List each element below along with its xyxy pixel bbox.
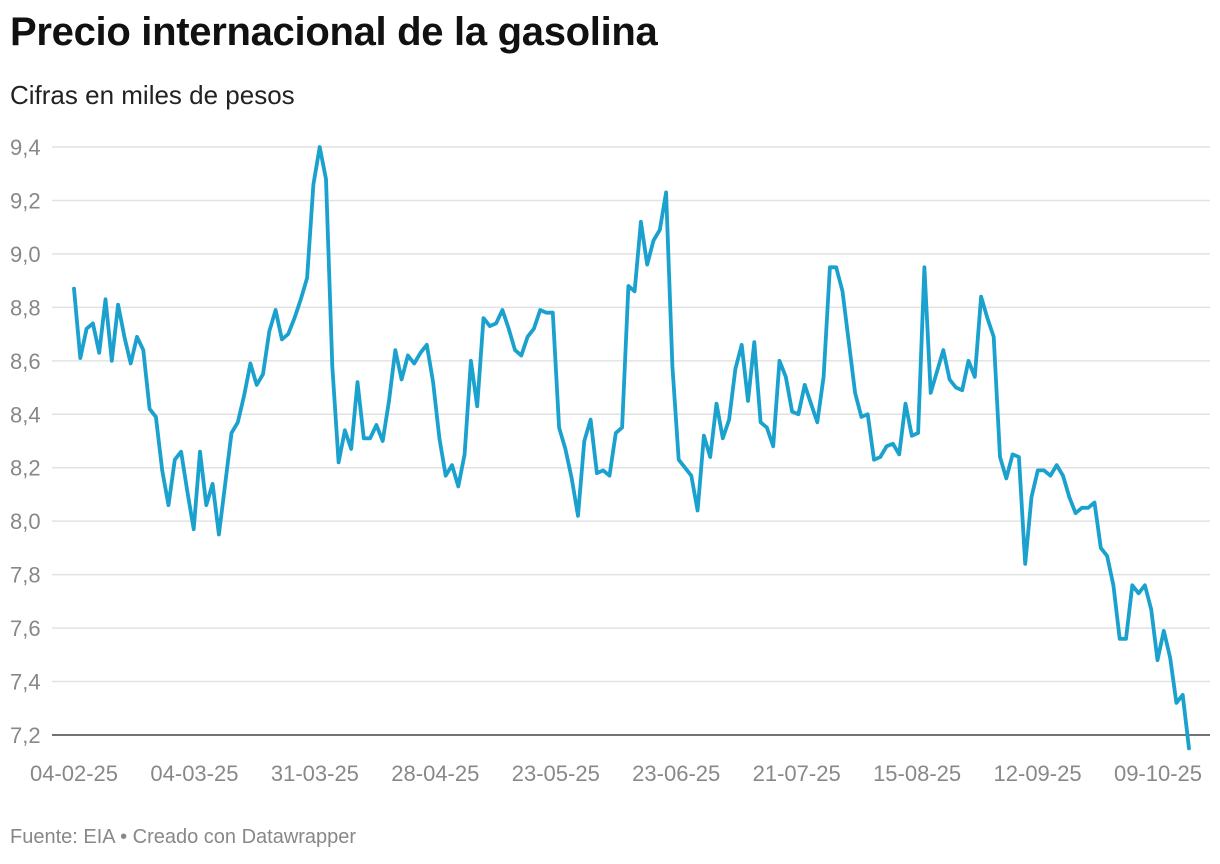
- x-tick-label: 28-04-25: [391, 761, 479, 786]
- x-tick-label: 23-06-25: [632, 761, 720, 786]
- y-tick-label: 8,0: [10, 509, 41, 534]
- y-tick-label: 9,4: [10, 135, 41, 160]
- source-note: Fuente: EIA • Creado con Datawrapper: [10, 826, 357, 848]
- x-tick-label: 21-07-25: [753, 761, 841, 786]
- y-tick-label: 9,0: [10, 242, 41, 267]
- series-layer: [72, 145, 1191, 751]
- grid-lines: [52, 146, 1210, 736]
- x-tick-label: 04-02-25: [30, 761, 118, 786]
- y-tick-label: 8,4: [10, 402, 41, 427]
- x-axis-ticks: 04-02-25 04-03-25 31-03-25 28-04-25 23-05-25…: [30, 761, 1202, 786]
- x-tick-label: 23-05-25: [512, 761, 600, 786]
- x-tick-label: 31-03-25: [271, 761, 359, 786]
- x-tick-label: 04-03-25: [150, 761, 238, 786]
- chart-title: Precio internacional de la gasolina: [10, 10, 658, 54]
- y-tick-label: 9,2: [10, 188, 41, 213]
- y-tick-label: 7,2: [10, 723, 41, 748]
- x-tick-label: 15-08-25: [873, 761, 961, 786]
- price-series-line: [72, 145, 1191, 751]
- chart-subtitle: Cifras en miles de pesos: [10, 80, 295, 110]
- y-tick-label: 7,8: [10, 563, 41, 588]
- x-tick-label: 09-10-25: [1114, 761, 1202, 786]
- y-tick-label: 7,4: [10, 670, 41, 695]
- y-tick-label: 8,8: [10, 295, 41, 320]
- x-tick-label: 12-09-25: [994, 761, 1082, 786]
- y-axis-ticks: 9,4 9,2 9,0 8,8 8,6 8,4 8,2 8,0 7,8 7,6 7,4 7,2: [10, 135, 41, 748]
- y-tick-label: 7,6: [10, 616, 41, 641]
- y-tick-label: 8,2: [10, 456, 41, 481]
- y-tick-label: 8,6: [10, 349, 41, 374]
